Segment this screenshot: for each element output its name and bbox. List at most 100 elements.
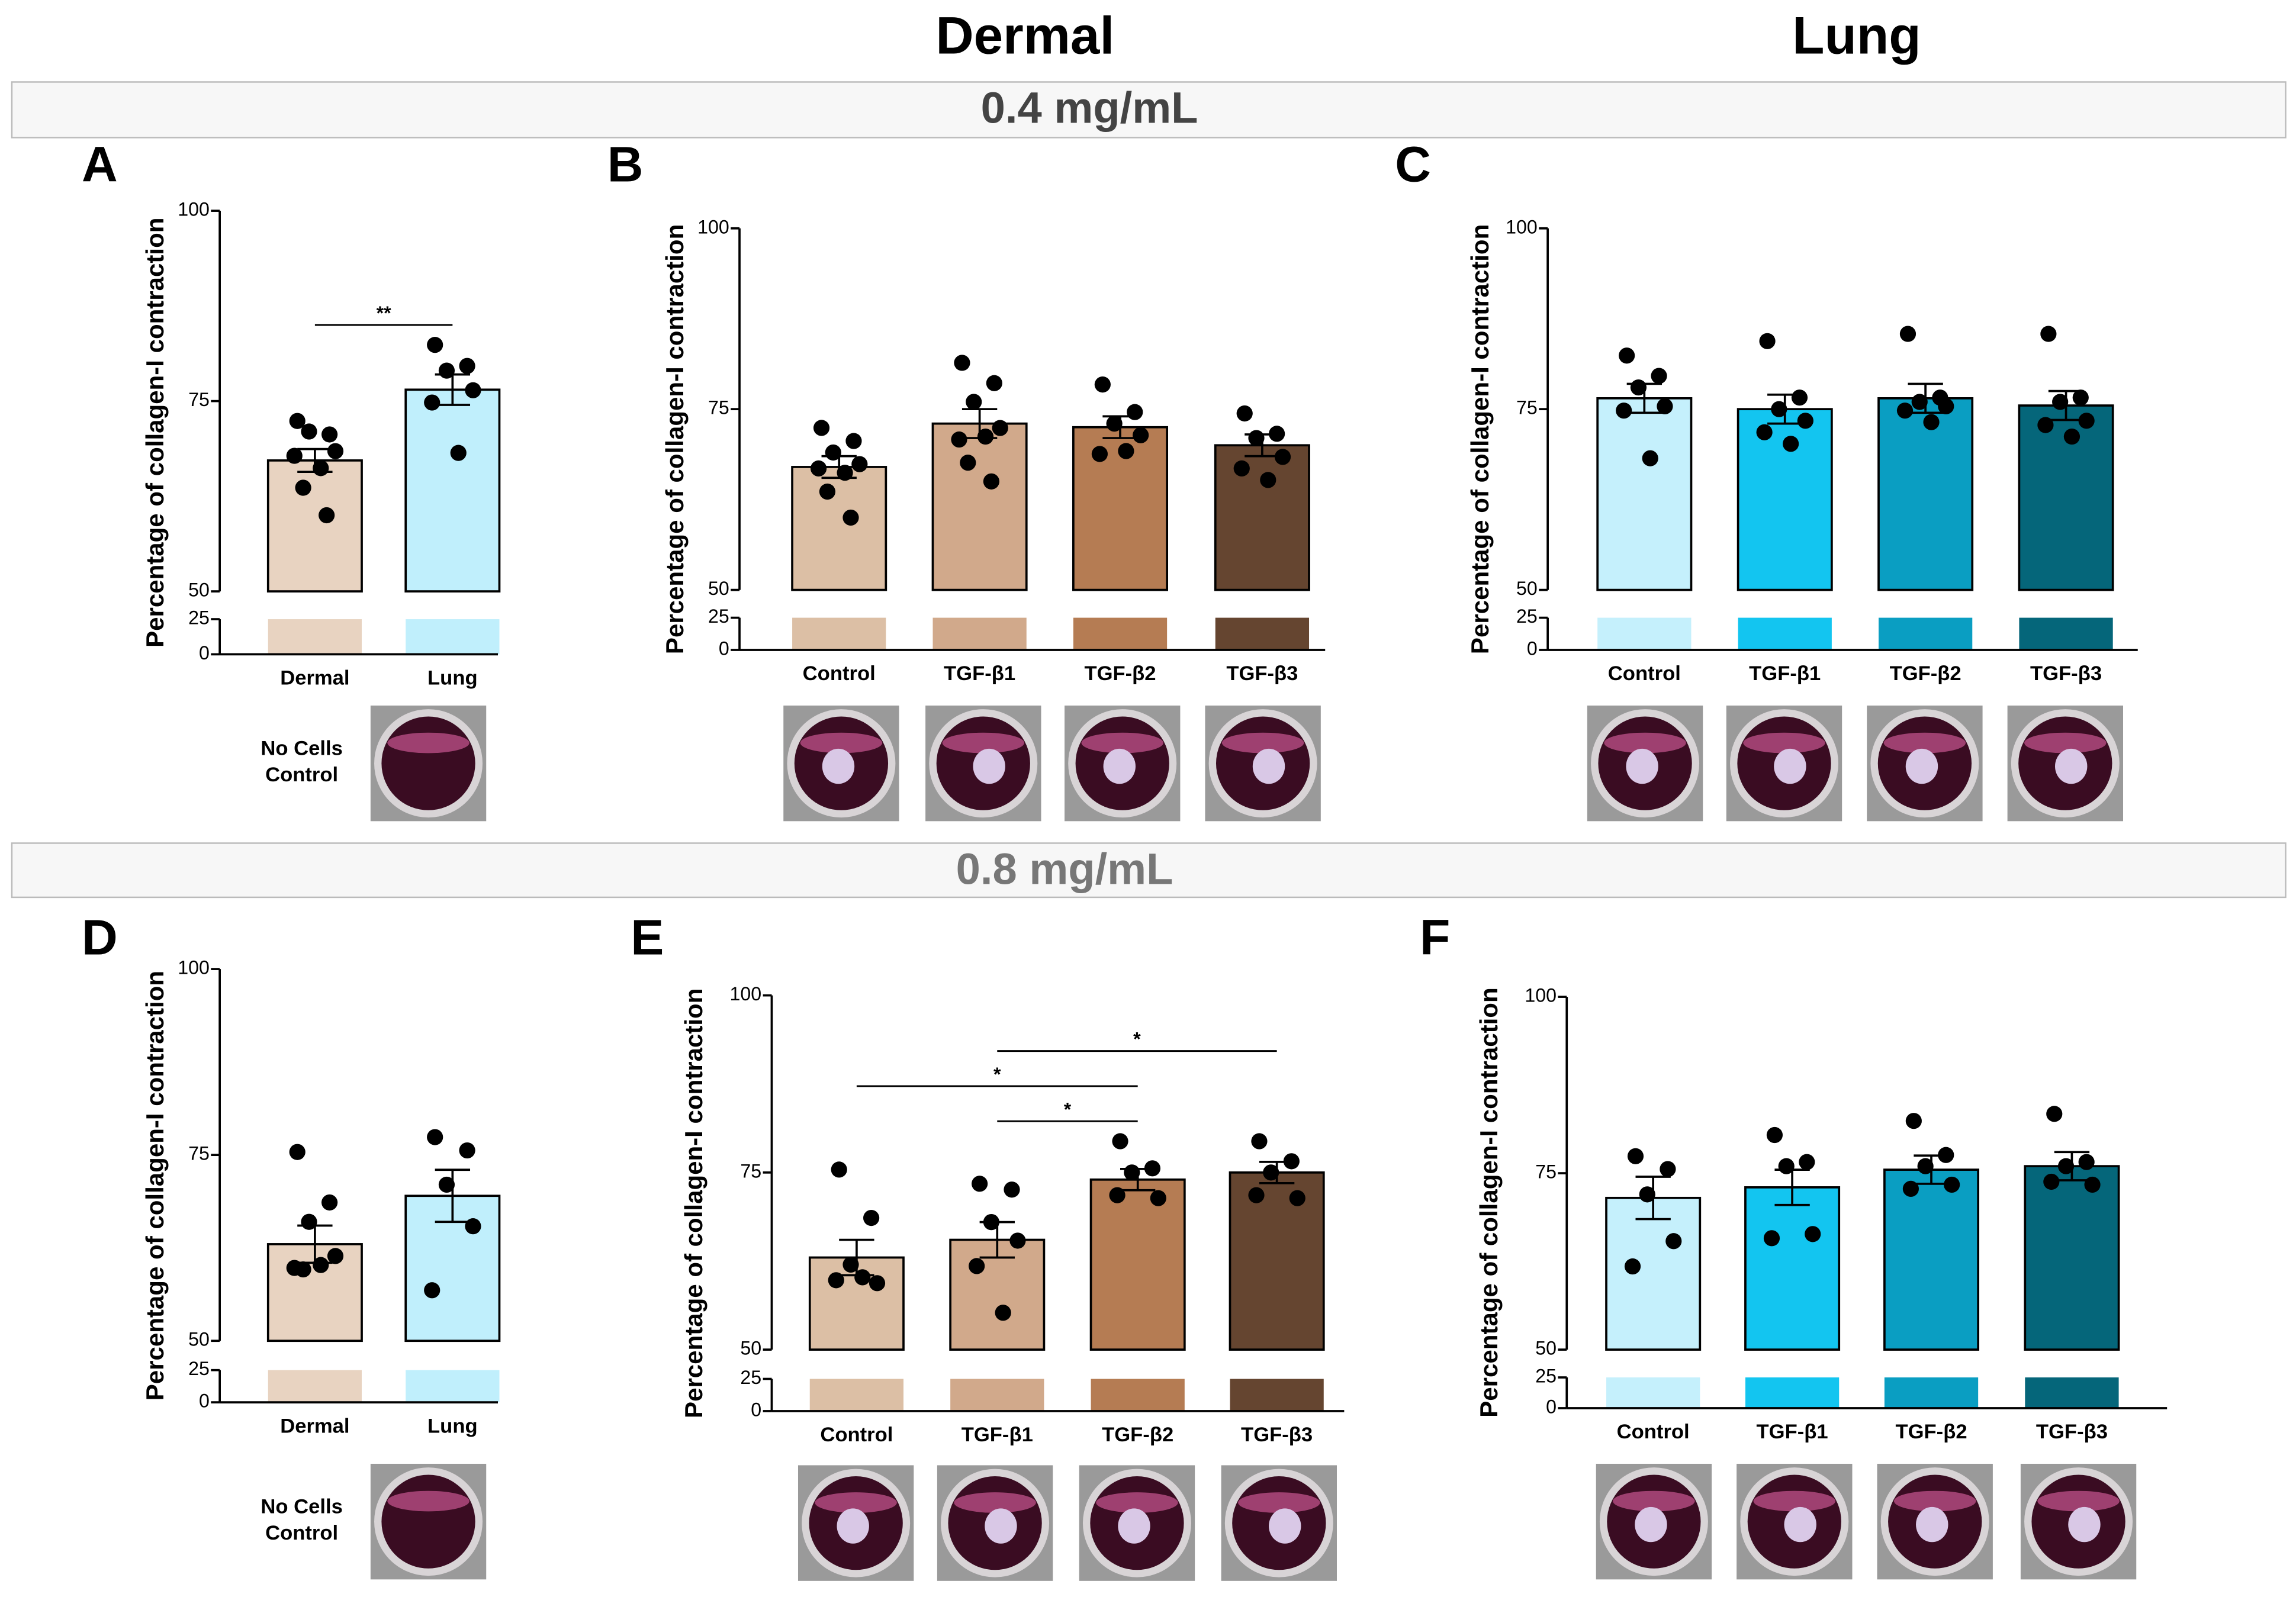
data-point bbox=[837, 465, 853, 481]
image-label: Control bbox=[265, 764, 338, 786]
bar-stub bbox=[1745, 1377, 1840, 1408]
section-bar bbox=[11, 81, 2287, 139]
x-tick-label: TGF-β1 bbox=[962, 1424, 1033, 1446]
y-tick-label: 25 bbox=[188, 607, 210, 629]
data-point bbox=[813, 420, 830, 436]
data-point bbox=[960, 455, 976, 471]
well-highlight bbox=[387, 732, 470, 754]
well-highlight bbox=[815, 1492, 897, 1513]
well-gel bbox=[381, 716, 475, 810]
gel-disc bbox=[1252, 748, 1285, 784]
well-highlight bbox=[954, 1492, 1036, 1513]
y-axis-label: Percentage of collagen-I contraction bbox=[661, 224, 689, 654]
data-point bbox=[977, 428, 994, 445]
data-point bbox=[1651, 368, 1667, 384]
data-point bbox=[286, 447, 303, 464]
data-point bbox=[1917, 1158, 1934, 1174]
data-point bbox=[966, 394, 982, 410]
data-point bbox=[1766, 1126, 1783, 1144]
bar bbox=[1089, 1178, 1186, 1351]
y-axis-label: Percentage of collagen-I contraction bbox=[1466, 224, 1494, 654]
data-point bbox=[321, 426, 338, 443]
data-point bbox=[831, 1161, 847, 1178]
y-tick-label: 75 bbox=[740, 1160, 761, 1181]
data-point bbox=[1009, 1232, 1026, 1249]
y-tick-label: 0 bbox=[199, 1390, 210, 1412]
gel-disc bbox=[1269, 1508, 1301, 1544]
data-point bbox=[1274, 449, 1291, 465]
bar-stub bbox=[1215, 617, 1310, 650]
gel-disc bbox=[1784, 1506, 1816, 1543]
data-point bbox=[1263, 1164, 1279, 1181]
data-point bbox=[986, 375, 1002, 391]
bar-stub bbox=[1879, 617, 1973, 650]
data-point bbox=[1118, 443, 1134, 459]
x-tick-label: TGF-β3 bbox=[1241, 1424, 1313, 1446]
y-tick-label: 25 bbox=[188, 1358, 210, 1379]
data-point bbox=[2057, 1158, 2075, 1174]
x-tick-label: TGF-β2 bbox=[1102, 1424, 1173, 1446]
data-point bbox=[1251, 1133, 1268, 1150]
data-point bbox=[810, 460, 827, 476]
section-bar bbox=[11, 842, 2287, 899]
x-tick-label: TGF-β3 bbox=[1226, 662, 1298, 685]
data-point bbox=[465, 382, 481, 398]
y-tick-label: 75 bbox=[1516, 397, 1538, 418]
data-point bbox=[1094, 376, 1111, 393]
gel-disc bbox=[1635, 1506, 1667, 1543]
y-tick-label: 75 bbox=[708, 397, 729, 418]
well-highlight bbox=[1096, 1492, 1178, 1513]
gel-disc bbox=[2068, 1506, 2101, 1543]
x-tick-label: TGF-β1 bbox=[944, 662, 1015, 685]
bar-stub bbox=[1073, 617, 1168, 650]
well-highlight bbox=[2037, 1490, 2120, 1512]
y-axis-label: Percentage of collagen-I contraction bbox=[141, 218, 169, 648]
data-point bbox=[301, 423, 317, 440]
panel-letter: F bbox=[1420, 909, 1450, 965]
panel-letter: E bbox=[631, 909, 664, 965]
panel-letter: C bbox=[1395, 137, 1431, 192]
y-tick-label: 0 bbox=[199, 642, 210, 664]
data-point bbox=[2046, 1106, 2063, 1122]
data-point bbox=[819, 483, 836, 500]
panel-letter: D bbox=[82, 909, 118, 965]
panel-letter: B bbox=[607, 137, 644, 192]
x-tick-label: TGF-β3 bbox=[2030, 662, 2102, 685]
gel-disc bbox=[985, 1508, 1017, 1544]
gel-disc bbox=[1774, 748, 1806, 784]
well-highlight bbox=[1883, 732, 1966, 754]
data-point bbox=[1763, 1230, 1780, 1247]
data-point bbox=[995, 1305, 1011, 1321]
data-point bbox=[1778, 1158, 1795, 1174]
data-point bbox=[1756, 424, 1773, 440]
data-point bbox=[1616, 403, 1632, 419]
data-point bbox=[438, 1176, 455, 1193]
significance-label: * bbox=[1064, 1099, 1072, 1120]
y-tick-label: 100 bbox=[1506, 216, 1538, 237]
data-point bbox=[1269, 426, 1285, 442]
data-point bbox=[313, 1257, 329, 1273]
data-point bbox=[327, 1248, 344, 1264]
y-tick-label: 100 bbox=[730, 983, 762, 1004]
data-point bbox=[2040, 326, 2057, 342]
data-point bbox=[295, 1261, 311, 1278]
bar-stub bbox=[809, 1379, 904, 1411]
data-point bbox=[438, 362, 455, 379]
data-point bbox=[2072, 389, 2089, 406]
gel-disc bbox=[822, 748, 855, 784]
data-point bbox=[851, 456, 868, 472]
y-tick-label: 0 bbox=[719, 637, 729, 659]
data-point bbox=[1771, 401, 1787, 417]
data-point bbox=[825, 444, 841, 461]
data-point bbox=[2052, 394, 2069, 410]
well-highlight bbox=[800, 732, 883, 754]
gel-disc bbox=[837, 1508, 869, 1544]
data-point bbox=[459, 1142, 475, 1159]
data-point bbox=[1260, 472, 1276, 488]
y-tick-label: 100 bbox=[1525, 985, 1557, 1006]
data-point bbox=[1899, 326, 1916, 342]
x-tick-label: Lung bbox=[427, 667, 478, 690]
data-point bbox=[1124, 1164, 1140, 1181]
data-point bbox=[2084, 1176, 2101, 1193]
